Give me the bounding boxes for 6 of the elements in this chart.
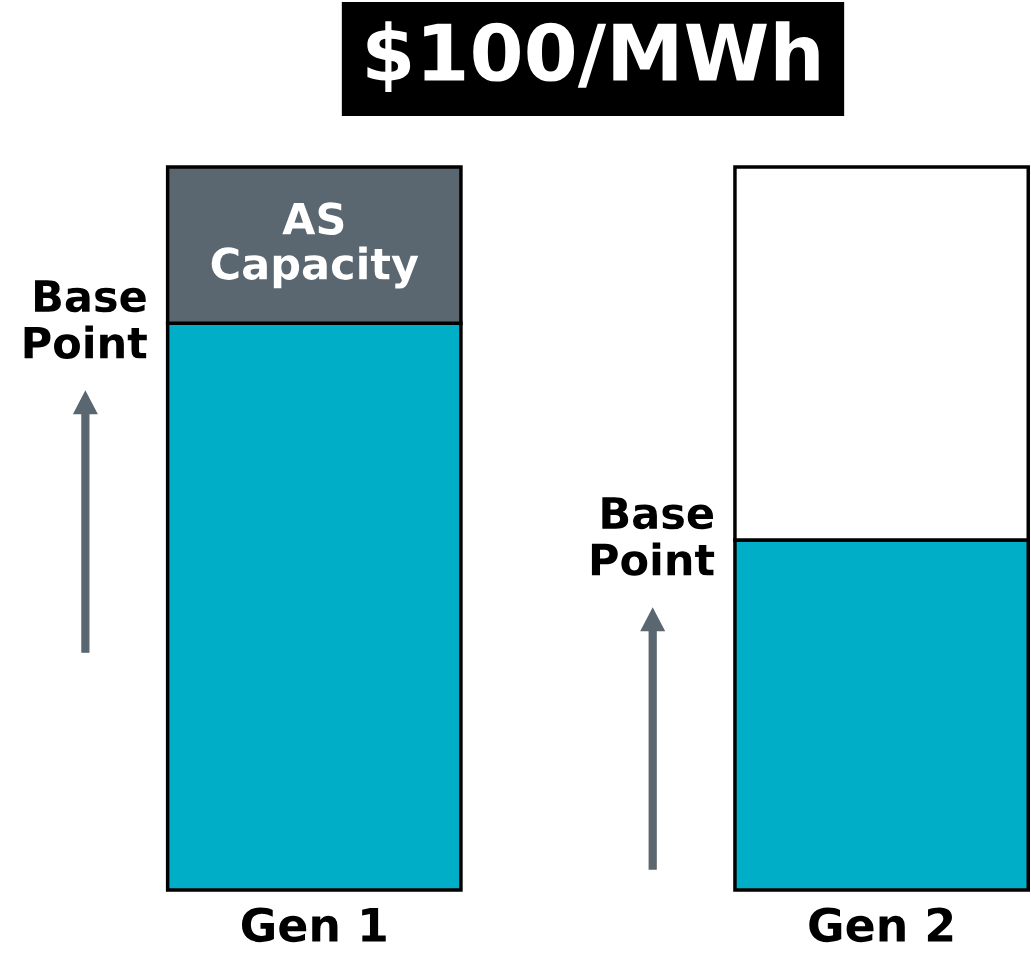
x-tick-label: Gen 2	[809, 907, 953, 943]
annotation: Base Point	[591, 497, 715, 576]
series-label: AS Capacity	[211, 202, 419, 289]
series-label: Base Point	[24, 280, 147, 359]
x-tick-label: Gen 1	[241, 907, 386, 943]
chart-title: $100/MWh	[367, 21, 819, 92]
